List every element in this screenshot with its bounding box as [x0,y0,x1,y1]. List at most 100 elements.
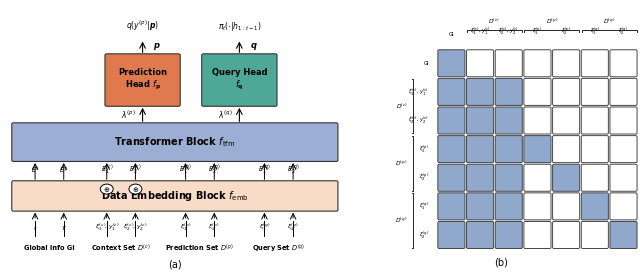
FancyBboxPatch shape [581,193,609,220]
FancyBboxPatch shape [552,107,580,134]
Text: $\oplus$: $\oplus$ [132,185,139,193]
FancyBboxPatch shape [12,123,338,161]
FancyBboxPatch shape [552,164,580,191]
FancyBboxPatch shape [524,221,551,248]
Text: $\xi_1^{(c)},y_1^{(c)}$: $\xi_1^{(c)},y_1^{(c)}$ [470,26,491,37]
FancyBboxPatch shape [581,107,609,134]
Text: Query Head
$f_\mathbf{q}$: Query Head $f_\mathbf{q}$ [212,68,267,92]
Text: $E_1^{(q)}$: $E_1^{(q)}$ [258,163,271,177]
FancyBboxPatch shape [467,221,493,248]
Text: $\xi_2^{(p)}$: $\xi_2^{(p)}$ [561,26,572,37]
FancyBboxPatch shape [610,221,637,248]
Text: $\lambda^{(p)}$: $\lambda^{(p)}$ [121,108,136,121]
FancyBboxPatch shape [524,136,551,163]
Text: GI: GI [449,32,454,37]
FancyBboxPatch shape [581,221,609,248]
FancyBboxPatch shape [495,50,522,77]
FancyBboxPatch shape [495,164,522,191]
Text: $\xi_2^{(q)}$: $\xi_2^{(q)}$ [419,229,429,241]
Text: $\xi_1^{(p)}$: $\xi_1^{(p)}$ [419,144,429,155]
Text: $D^{(c)}$: $D^{(c)}$ [488,17,500,26]
FancyBboxPatch shape [467,78,493,105]
FancyBboxPatch shape [467,50,493,77]
Text: Context Set $D^{(c)}$: Context Set $D^{(c)}$ [92,243,151,254]
FancyBboxPatch shape [524,50,551,77]
Text: $\xi_1^{(q)}$: $\xi_1^{(q)}$ [419,201,429,212]
FancyBboxPatch shape [495,221,522,248]
Text: $D^{(c)}$: $D^{(c)}$ [396,102,408,111]
FancyBboxPatch shape [581,164,609,191]
Text: $D^{(q)}$: $D^{(q)}$ [603,17,615,26]
Text: $\xi_2^{(q)}$: $\xi_2^{(q)}$ [287,222,299,233]
Text: $t$: $t$ [33,224,37,232]
Text: $E^t$: $E^t$ [31,164,40,175]
Text: $D^{(q)}$: $D^{(q)}$ [396,216,408,225]
Text: $\xi_2^{(q)}$: $\xi_2^{(q)}$ [618,26,628,37]
Text: Transformer Block $f_\mathrm{tfm}$: Transformer Block $f_\mathrm{tfm}$ [115,135,236,149]
FancyBboxPatch shape [202,54,277,106]
Text: $\xi_1^{(p)}$: $\xi_1^{(p)}$ [532,26,543,37]
FancyBboxPatch shape [581,78,609,105]
FancyBboxPatch shape [438,78,465,105]
Text: Data Embedding Block $f_\mathrm{emb}$: Data Embedding Block $f_\mathrm{emb}$ [101,189,249,203]
FancyBboxPatch shape [495,78,522,105]
Text: $\xi_1^{(c)},y_1^{(c)}$: $\xi_1^{(c)},y_1^{(c)}$ [408,86,429,98]
Text: $D^{(p)}$: $D^{(p)}$ [396,159,408,168]
Text: $E_1^{(c)}$: $E_1^{(c)}$ [100,163,113,177]
Text: $\lambda^{(q)}$: $\lambda^{(q)}$ [218,108,232,121]
FancyBboxPatch shape [552,136,580,163]
Text: $\xi_2^{(p)}$: $\xi_2^{(p)}$ [419,172,429,184]
FancyBboxPatch shape [610,136,637,163]
Text: $D^{(p)}$: $D^{(p)}$ [546,17,558,26]
Text: $\pi_t(\cdot|h_{1:t-1})$: $\pi_t(\cdot|h_{1:t-1})$ [218,20,261,33]
Text: $E_1^{(p)}$: $E_1^{(p)}$ [179,163,192,177]
Text: $\xi_1^{(q)}$: $\xi_1^{(q)}$ [259,222,270,233]
Text: $q(y^{(p)}|\boldsymbol{p})$: $q(y^{(p)}|\boldsymbol{p})$ [126,19,159,33]
Text: $\gamma$: $\gamma$ [61,224,67,232]
Text: $\oplus$: $\oplus$ [103,185,110,193]
FancyBboxPatch shape [105,54,180,106]
Text: $\boldsymbol{p}$: $\boldsymbol{p}$ [154,41,161,52]
Text: $\xi_1^{(p)}$: $\xi_1^{(p)}$ [180,222,191,233]
FancyBboxPatch shape [524,78,551,105]
FancyBboxPatch shape [581,136,609,163]
FancyBboxPatch shape [438,107,465,134]
FancyBboxPatch shape [610,78,637,105]
FancyBboxPatch shape [552,193,580,220]
Text: $E_2^{(c)}$: $E_2^{(c)}$ [129,163,141,177]
Text: $\boldsymbol{q}$: $\boldsymbol{q}$ [250,41,258,52]
Circle shape [129,184,142,194]
FancyBboxPatch shape [467,164,493,191]
Text: (b): (b) [494,258,508,268]
Text: (a): (a) [168,260,182,270]
FancyBboxPatch shape [581,50,609,77]
Circle shape [100,184,113,194]
Text: $E^\gamma$: $E^\gamma$ [59,165,68,175]
FancyBboxPatch shape [524,164,551,191]
Text: $\xi_2^{(c)},y_2^{(c)}$: $\xi_2^{(c)},y_2^{(c)}$ [499,26,519,37]
FancyBboxPatch shape [495,107,522,134]
Text: $\xi_1^{(q)}$: $\xi_1^{(q)}$ [589,26,600,37]
FancyBboxPatch shape [552,78,580,105]
FancyBboxPatch shape [467,193,493,220]
FancyBboxPatch shape [610,193,637,220]
FancyBboxPatch shape [438,50,465,77]
Text: Query Set $D^{(q)}$: Query Set $D^{(q)}$ [252,242,305,254]
FancyBboxPatch shape [552,221,580,248]
FancyBboxPatch shape [438,136,465,163]
FancyBboxPatch shape [467,107,493,134]
FancyBboxPatch shape [495,193,522,220]
Text: $\xi_2^{(p)}$: $\xi_2^{(p)}$ [209,222,220,233]
FancyBboxPatch shape [552,50,580,77]
FancyBboxPatch shape [12,181,338,211]
FancyBboxPatch shape [467,136,493,163]
FancyBboxPatch shape [610,107,637,134]
Text: Prediction
Head $f_\mathbf{p}$: Prediction Head $f_\mathbf{p}$ [118,68,167,92]
FancyBboxPatch shape [524,107,551,134]
Text: $E_2^{(q)}$: $E_2^{(q)}$ [287,163,300,177]
FancyBboxPatch shape [610,50,637,77]
FancyBboxPatch shape [438,221,465,248]
FancyBboxPatch shape [524,193,551,220]
Text: GI: GI [424,61,429,66]
FancyBboxPatch shape [438,193,465,220]
